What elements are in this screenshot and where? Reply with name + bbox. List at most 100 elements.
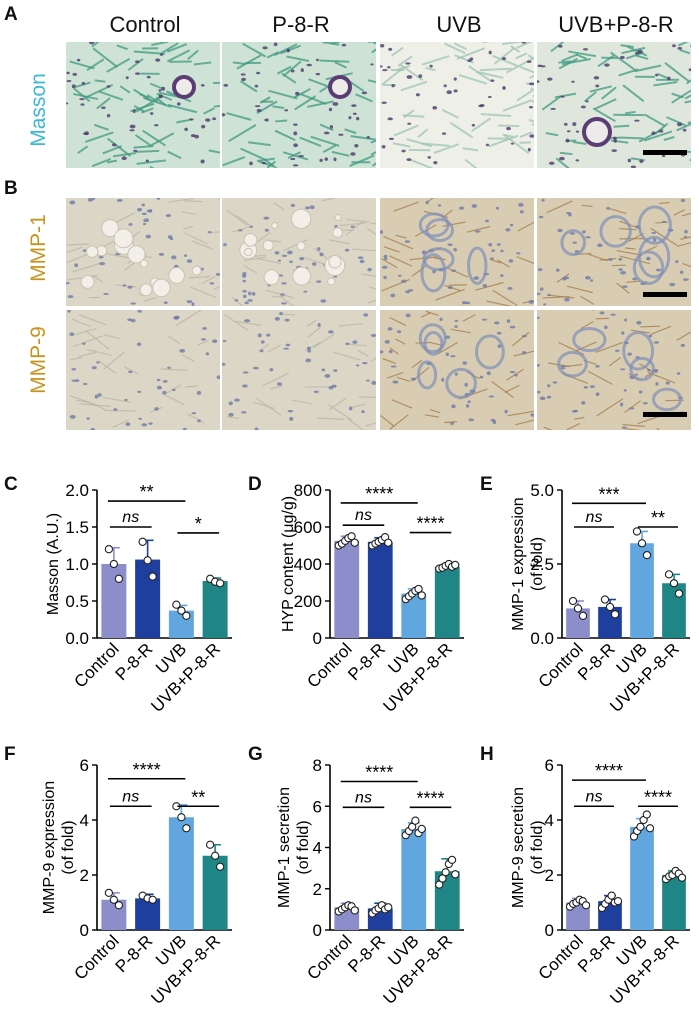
bar-c-1 [101, 564, 127, 638]
category-label-e-2: P-8-R [574, 639, 619, 684]
point-d-3-5 [414, 584, 423, 594]
col-head-uvbp8r: UVB+P-8-R [558, 12, 674, 37]
y-axis-label-h: MMP-9 secretion (of fold) [510, 787, 546, 908]
y-tick-label-e-1: 2.5 [530, 555, 554, 574]
point-d-1-6 [350, 538, 359, 547]
bar-d-2 [367, 541, 393, 638]
micrograph-mmp9-3 [380, 310, 534, 430]
micrograph-mmp1-1 [66, 198, 220, 306]
point-f-2-3 [148, 895, 157, 904]
bar-f-2 [135, 898, 161, 930]
point-g-3-6 [417, 824, 426, 834]
y-tick-label-e-0: 0.0 [530, 629, 554, 648]
y-tick-label-f-1: 2 [80, 866, 89, 885]
point-f-4-2 [210, 851, 220, 860]
scale-bar-mmp9 [643, 412, 687, 417]
point-h-3-5 [642, 810, 651, 819]
y-axis-label-f: MMP-9 expression (of fold) [41, 781, 77, 914]
micrograph-mmp1-2 [222, 198, 376, 306]
micrograph-mmp9-1 [66, 310, 220, 430]
y-tick-label-c-3: 1.5 [65, 518, 89, 537]
y-tick-label-d-3: 600 [294, 518, 322, 537]
point-e-1-2 [573, 604, 583, 613]
bar-h-3 [630, 826, 654, 930]
category-label-g-1: Control [303, 931, 355, 983]
bar-e-3 [630, 543, 654, 638]
micrograph-mmp9-4 [537, 310, 691, 430]
category-label-c-2: P-8-R [112, 639, 157, 684]
y-tick-label-d-1: 200 [294, 592, 322, 611]
panel-letter-f: F [4, 744, 16, 765]
bar-f-3 [168, 817, 194, 930]
sig-label-d-2: ns [355, 507, 372, 524]
micrograph-mmp1-3 [380, 198, 534, 306]
sig-label-c-2: ns [122, 509, 139, 526]
sig-label-c-1: ** [140, 482, 154, 502]
col-head-p8r: P-8-R [272, 12, 330, 37]
point-c-3-1 [172, 600, 181, 609]
sig-label-c-3: * [195, 514, 202, 534]
y-axis-label-e: MMP-1 expression (of fold) [510, 497, 546, 630]
sig-label-h-2: ns [586, 788, 603, 805]
micrograph-masson-4 [537, 42, 691, 168]
bar-c-2 [135, 559, 161, 638]
col-head-control: Control [109, 12, 181, 37]
y-tick-label-d-4: 800 [294, 481, 322, 500]
point-g-2-6 [384, 903, 393, 912]
y-tick-label-d-0: 0 [313, 629, 322, 648]
point-h-4-6 [677, 873, 687, 882]
y-axis-label-d: HYP content (μg/g) [280, 496, 297, 632]
y-axis-label-c: Masson (A.U.) [45, 513, 62, 615]
y-tick-label-d-2: 400 [294, 555, 322, 574]
y-tick-label-h-1: 2 [545, 866, 554, 885]
y-tick-label-g-3: 6 [313, 797, 322, 816]
point-h-1-6 [581, 901, 591, 910]
point-f-3-2 [177, 813, 186, 822]
y-tick-label-f-2: 4 [80, 811, 89, 830]
category-label-h-2: P-8-R [574, 931, 619, 976]
category-label-d-1: Control [303, 639, 355, 691]
sig-label-h-3: **** [644, 787, 672, 807]
y-tick-label-g-0: 0 [313, 921, 322, 940]
point-f-1-3 [114, 901, 124, 910]
category-label-f-1: Control [71, 931, 123, 983]
y-tick-label-g-2: 4 [313, 839, 322, 858]
micrograph-mmp9-2 [222, 310, 376, 430]
bar-c-4 [202, 581, 228, 638]
category-label-g-2: P-8-R [344, 931, 389, 976]
category-label-d-2: P-8-R [344, 639, 389, 684]
panel-letter-a: A [4, 4, 18, 25]
y-tick-label-f-3: 6 [80, 756, 89, 775]
point-g-3-4 [411, 816, 420, 825]
y-tick-label-g-1: 2 [313, 880, 322, 899]
y-tick-label-h-2: 4 [545, 811, 554, 830]
y-tick-label-g-4: 8 [313, 756, 322, 775]
point-d-3-6 [417, 591, 426, 600]
y-tick-label-c-0: 0.0 [65, 629, 89, 648]
sig-label-g-2: ns [355, 789, 372, 806]
point-e-4-3 [674, 589, 684, 598]
point-e-1-3 [578, 611, 588, 620]
point-e-3-1 [632, 527, 642, 536]
sig-label-e-1: *** [598, 484, 619, 504]
point-g-4-5 [447, 855, 457, 865]
y-tick-label-e-2: 5.0 [530, 481, 554, 500]
point-e-2-1 [600, 595, 610, 604]
micrograph-masson-3 [380, 42, 534, 168]
sig-label-e-2: ns [586, 509, 603, 526]
point-e-3-2 [637, 539, 647, 548]
sig-label-e-3: ** [651, 508, 665, 528]
y-tick-label-c-1: 0.5 [65, 592, 89, 611]
point-e-4-2 [669, 579, 679, 588]
point-c-2-3 [148, 572, 157, 581]
bar-d-4 [434, 566, 460, 638]
point-f-4-3 [215, 862, 225, 871]
point-h-2-4 [607, 891, 616, 900]
panel-letter-d: D [248, 474, 262, 495]
sig-label-h-1: **** [595, 761, 623, 781]
sig-label-d-3: **** [416, 514, 444, 534]
point-c-3-2 [177, 606, 186, 615]
bar-g-3 [401, 828, 427, 930]
